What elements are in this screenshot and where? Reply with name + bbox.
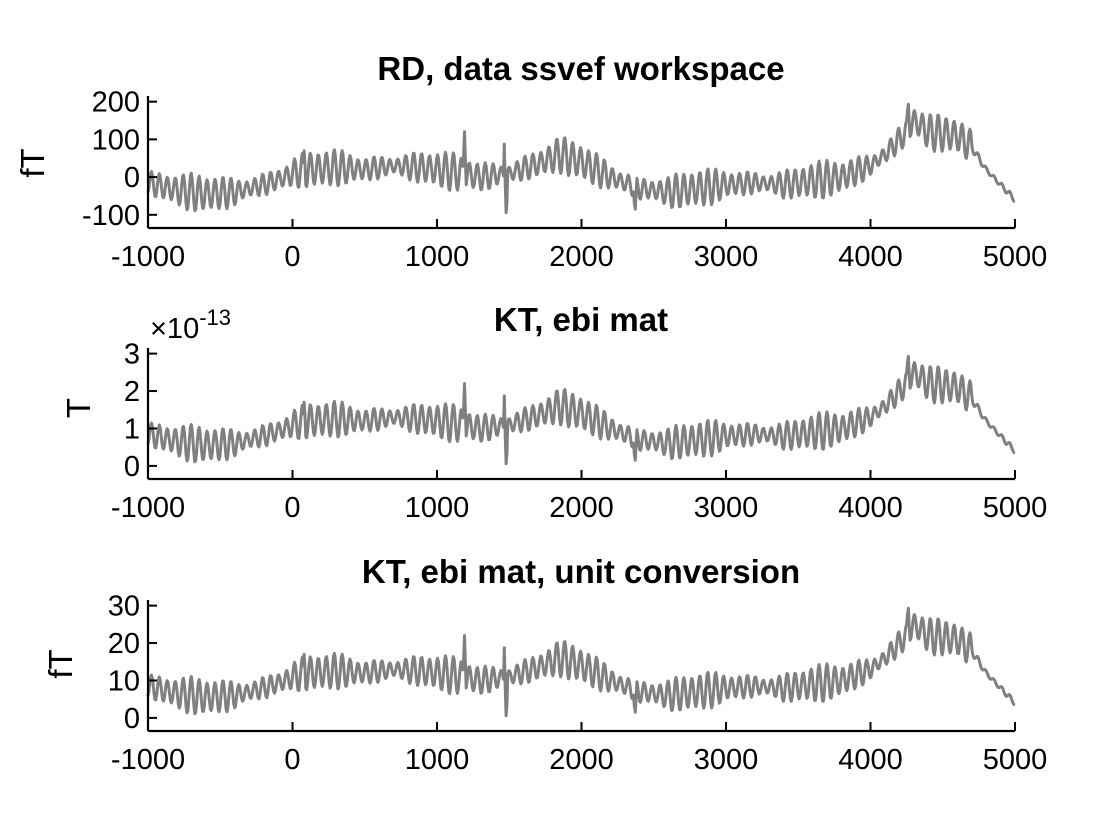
x-tick-label: 2000 (549, 241, 614, 273)
y-tick-label: 20 (108, 628, 140, 660)
x-tick-label: 5000 (983, 744, 1048, 776)
subplot-1-title: RD, data ssvef workspace (377, 50, 784, 87)
x-tick-label: 0 (284, 492, 300, 524)
y-tick-label: -100 (82, 200, 140, 232)
y-tick-label: 1 (124, 413, 140, 445)
x-tick-label: 2000 (549, 744, 614, 776)
subplot-1-series-line (146, 102, 1016, 215)
y-tick-label: 100 (92, 124, 140, 156)
x-tick-label: 2000 (549, 492, 614, 524)
x-tick-label: 3000 (694, 744, 759, 776)
x-tick-label: 4000 (838, 744, 903, 776)
y-tick-label: 200 (92, 87, 140, 119)
subplot-3-trace-layer (146, 606, 1016, 718)
y-tick-label: 0 (124, 162, 140, 194)
x-tick-label: 3000 (694, 241, 759, 273)
x-tick-label: 5000 (983, 492, 1048, 524)
x-tick-label: -1000 (111, 492, 185, 524)
y-tick-label: 30 (108, 591, 140, 623)
subplot-3-ylabel: fT (42, 649, 79, 678)
x-tick-label: 0 (284, 241, 300, 273)
subplot-1: RD, data ssvef workspace fT -1000 0 1000 20… (14, 50, 1047, 273)
subplot-3-title: KT, ebi mat, unit conversion (362, 553, 800, 590)
x-tick-label: 1000 (405, 241, 470, 273)
subplot-3: KT, ebi mat, unit conversion fT -1000 0 10… (42, 553, 1047, 776)
x-tick-label: 0 (284, 744, 300, 776)
y-tick-label: 3 (124, 339, 140, 371)
x-tick-label: 3000 (694, 492, 759, 524)
subplot-2-axes: -1000 0 1000 2000 3000 4000 5000 0 1 2 3 (111, 339, 1047, 524)
subplot-1-ylabel: fT (14, 148, 51, 177)
y-tick-label: 10 (108, 665, 140, 697)
y-tick-label: 0 (124, 703, 140, 735)
y-tick-label: 0 (124, 451, 140, 483)
subplot-2-ylabel: T (60, 398, 97, 418)
subplot-3-axes: -1000 0 1000 2000 3000 4000 5000 0 10 20 30 (108, 591, 1048, 776)
x-tick-label: -1000 (111, 744, 185, 776)
subplot-2-title: KT, ebi mat (494, 301, 668, 338)
x-tick-label: 5000 (983, 241, 1048, 273)
x-tick-label: -1000 (111, 241, 185, 273)
subplot-1-trace-layer (146, 102, 1016, 215)
y-tick-label: 2 (124, 376, 140, 408)
subplot-2-series-line (146, 354, 1016, 466)
exponent-power: -13 (199, 305, 231, 330)
exponent-prefix: ×10 (150, 313, 199, 345)
subplot-3-series-line (146, 606, 1016, 718)
subplot-2: KT, ebi mat T ×10-13 -1000 0 1000 2000 3000 4… (60, 301, 1047, 524)
x-tick-label: 4000 (838, 241, 903, 273)
subplot-2-trace-layer (146, 354, 1016, 466)
x-tick-label: 1000 (405, 744, 470, 776)
x-tick-label: 1000 (405, 492, 470, 524)
subplot-2-exponent-label: ×10-13 (150, 305, 231, 345)
x-tick-label: 4000 (838, 492, 903, 524)
